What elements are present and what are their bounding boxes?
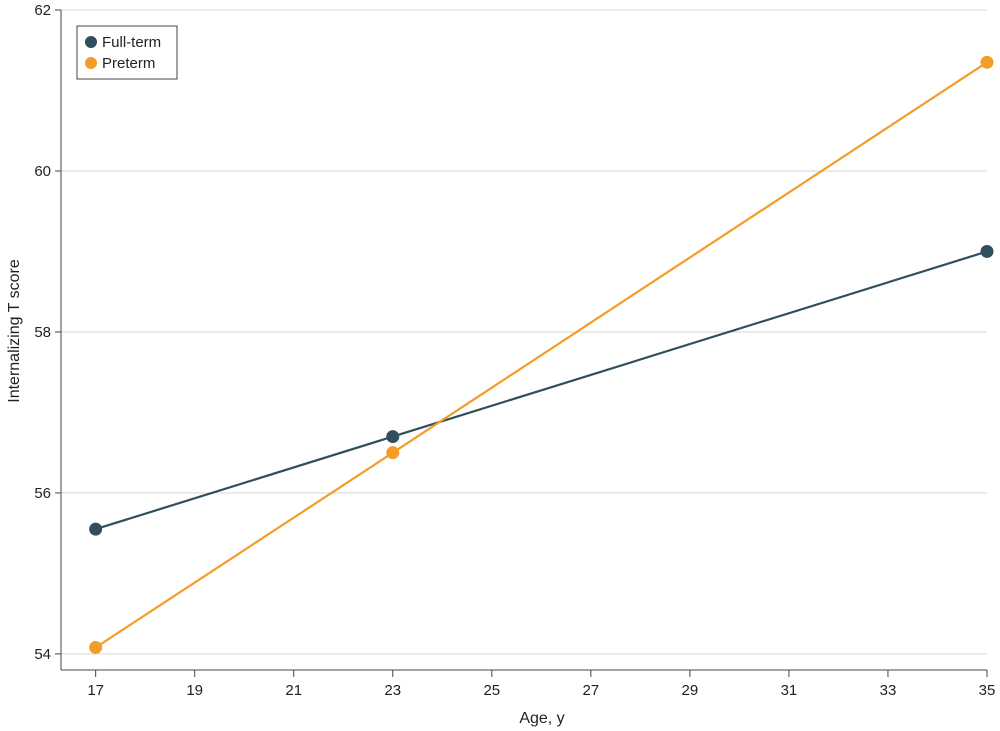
data-point-full-term	[89, 522, 103, 536]
grid-lines	[61, 9, 987, 655]
data-point-preterm	[386, 446, 400, 460]
data-point-preterm	[89, 640, 103, 654]
x-tick-label: 17	[87, 682, 104, 699]
x-tick-label: 23	[384, 682, 401, 699]
x-tick-label: 31	[781, 682, 798, 699]
y-tick-label: 56	[34, 485, 51, 502]
legend-marker-preterm	[85, 57, 97, 69]
tick-labels: 54 56 58 60 62 17 19 21 23 25 27 29 31 33 35	[34, 2, 995, 699]
legend-box	[76, 25, 178, 80]
y-tick-label: 58	[34, 324, 51, 341]
series-layer	[89, 55, 994, 654]
legend-label-preterm: Preterm	[102, 55, 155, 72]
y-tick-label: 60	[34, 163, 51, 180]
y-tick-label: 62	[34, 2, 51, 19]
legend-marker-full-term	[85, 36, 97, 48]
y-tick-label: 54	[34, 646, 51, 663]
x-tick-label: 25	[483, 682, 500, 699]
legend-label-full-term: Full-term	[102, 34, 161, 51]
x-axis-title: Age, y	[519, 710, 564, 727]
series-line-full-term	[95, 250, 988, 531]
x-tick-label: 33	[880, 682, 897, 699]
data-point-full-term	[386, 430, 400, 444]
data-point-preterm	[980, 55, 994, 69]
x-tick-label: 35	[979, 682, 996, 699]
data-point-full-term	[980, 244, 994, 258]
axes	[55, 9, 988, 677]
x-tick-label: 19	[186, 682, 203, 699]
series-line-preterm	[95, 61, 988, 649]
legend: Full-term Preterm	[76, 25, 178, 80]
x-tick-label: 29	[682, 682, 699, 699]
x-tick-label: 21	[285, 682, 302, 699]
x-tick-label: 27	[583, 682, 600, 699]
y-axis-title: Internalizing T score	[6, 259, 23, 403]
